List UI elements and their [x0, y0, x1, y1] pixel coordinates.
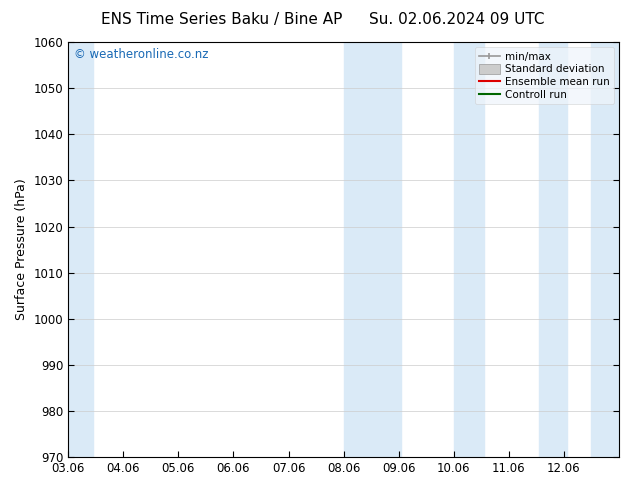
Y-axis label: Surface Pressure (hPa): Surface Pressure (hPa) — [15, 179, 28, 320]
Text: © weatheronline.co.nz: © weatheronline.co.nz — [74, 49, 208, 61]
Bar — [539, 42, 567, 457]
Bar — [344, 42, 401, 457]
Bar — [592, 42, 622, 457]
Legend: min/max, Standard deviation, Ensemble mean run, Controll run: min/max, Standard deviation, Ensemble me… — [475, 47, 614, 104]
Bar — [454, 42, 484, 457]
Text: Su. 02.06.2024 09 UTC: Su. 02.06.2024 09 UTC — [369, 12, 544, 27]
Bar — [65, 42, 93, 457]
Text: ENS Time Series Baku / Bine AP: ENS Time Series Baku / Bine AP — [101, 12, 342, 27]
